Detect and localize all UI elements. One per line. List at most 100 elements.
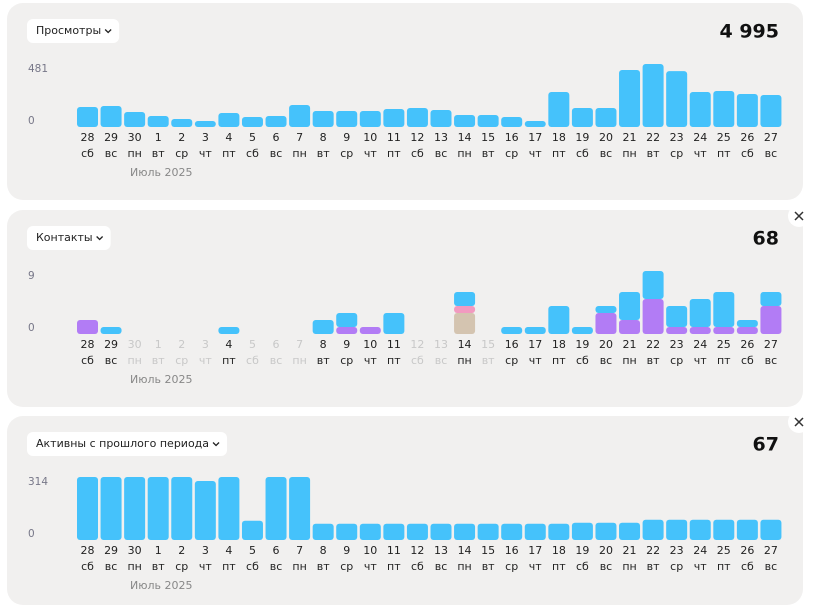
x-weekday-label: сб	[246, 560, 259, 573]
x-weekday-label: вс	[105, 147, 118, 160]
x-weekday-label: вт	[647, 560, 660, 573]
bar-segment	[736, 320, 758, 327]
x-tick-label: 11	[387, 544, 401, 557]
x-tick-label: 20	[599, 338, 613, 351]
metric-dropdown[interactable]: Активны с прошлого периода	[27, 432, 228, 456]
x-tick-label: 9	[343, 544, 350, 557]
x-weekday-label: чт	[529, 147, 542, 160]
close-button[interactable]	[788, 411, 810, 433]
x-tick-label: 14	[458, 338, 472, 351]
x-tick-label: 18	[552, 338, 566, 351]
bar-segment	[595, 108, 617, 127]
dropdown-label: Контакты	[36, 231, 93, 244]
x-weekday-label: пт	[552, 354, 566, 367]
bar-segment	[524, 327, 546, 334]
x-tick-label: 30	[128, 131, 142, 144]
x-weekday-label: ср	[175, 354, 188, 367]
bar-segment	[713, 327, 735, 334]
x-weekday-label: ср	[670, 354, 683, 367]
x-tick-label: 23	[670, 131, 684, 144]
dropdown-label: Активны с прошлого периода	[36, 437, 209, 450]
x-tick-label: 18	[552, 131, 566, 144]
bar-segment	[383, 313, 405, 334]
month-label: Июль 2025	[130, 166, 193, 179]
bar-segment	[501, 523, 523, 540]
bar-segment	[642, 271, 664, 299]
x-tick-label: 9	[343, 131, 350, 144]
bar-segment	[713, 292, 735, 327]
metric-dropdown[interactable]: Контакты	[27, 226, 111, 250]
metric-dropdown[interactable]: Просмотры	[27, 19, 120, 43]
x-weekday-label: пт	[717, 354, 731, 367]
bar-segment	[218, 327, 240, 334]
x-weekday-label: чт	[364, 560, 377, 573]
x-tick-label: 2	[178, 131, 185, 144]
x-tick-label: 22	[646, 131, 660, 144]
x-weekday-label: пт	[222, 354, 236, 367]
x-tick-label: 9	[343, 338, 350, 351]
chevron	[96, 236, 104, 241]
bar-segment	[406, 108, 428, 127]
x-tick-label: 1	[155, 544, 162, 557]
x-weekday-label: вс	[270, 147, 283, 160]
bar-segment	[194, 120, 216, 127]
x-weekday-label: пт	[222, 560, 236, 573]
bar-segment	[312, 111, 334, 127]
x-weekday-label: ср	[505, 147, 518, 160]
bar-segment	[77, 477, 98, 540]
x-tick-label: 17	[528, 338, 542, 351]
x-tick-label: 5	[249, 544, 256, 557]
x-tick-label: 30	[128, 338, 142, 351]
x-weekday-label: пт	[552, 560, 566, 573]
x-weekday-label: чт	[529, 560, 542, 573]
x-tick-label: 15	[481, 544, 495, 557]
x-weekday-label: пн	[292, 560, 306, 573]
x-tick-label: 25	[717, 131, 731, 144]
bar-segment	[454, 114, 476, 127]
x-weekday-label: пн	[622, 147, 636, 160]
bar-segment	[619, 292, 641, 320]
bar-segment	[336, 313, 358, 327]
bar-segment	[642, 64, 664, 127]
x-weekday-label: чт	[364, 354, 377, 367]
x-tick-label: 19	[575, 338, 589, 351]
bar-segment	[454, 523, 476, 540]
bar-segment	[218, 112, 240, 127]
x-tick-label: 12	[410, 338, 424, 351]
total: 68	[753, 228, 779, 250]
bar-segment	[77, 320, 98, 334]
bar-segment	[383, 109, 405, 127]
y-tick-label: 481	[28, 63, 48, 75]
x-weekday-label: пн	[622, 560, 636, 573]
x-tick-label: 8	[320, 338, 327, 351]
y-tick-label: 0	[28, 322, 35, 334]
bar-segment	[454, 292, 476, 306]
bar-segment	[359, 327, 381, 334]
x-tick-label: 17	[528, 131, 542, 144]
x-tick-label: 13	[434, 544, 448, 557]
x-weekday-label: вс	[270, 560, 283, 573]
x-weekday-label: сб	[741, 147, 754, 160]
x-weekday-label: вт	[482, 147, 495, 160]
close-button[interactable]	[788, 205, 810, 227]
x-tick-label: 24	[693, 338, 707, 351]
x-tick-label: 27	[764, 544, 778, 557]
x-weekday-label: ср	[505, 354, 518, 367]
bar-segment	[241, 117, 263, 127]
x-weekday-label: пт	[387, 560, 401, 573]
bar-segment	[171, 477, 193, 540]
x-tick-label: 22	[646, 544, 660, 557]
x-tick-label: 7	[296, 544, 303, 557]
bar-segment	[359, 111, 381, 127]
x-tick-label: 3	[202, 338, 209, 351]
bar-segment	[194, 481, 216, 540]
panel-background	[7, 3, 803, 200]
x-tick-label: 2	[178, 338, 185, 351]
bar-segment	[571, 522, 593, 540]
bar-segment	[477, 114, 499, 127]
x-weekday-label: пт	[222, 147, 236, 160]
x-weekday-label: вт	[152, 354, 165, 367]
bar-segment	[218, 477, 240, 540]
bar-segment	[760, 306, 782, 334]
bar-segment	[241, 520, 263, 540]
